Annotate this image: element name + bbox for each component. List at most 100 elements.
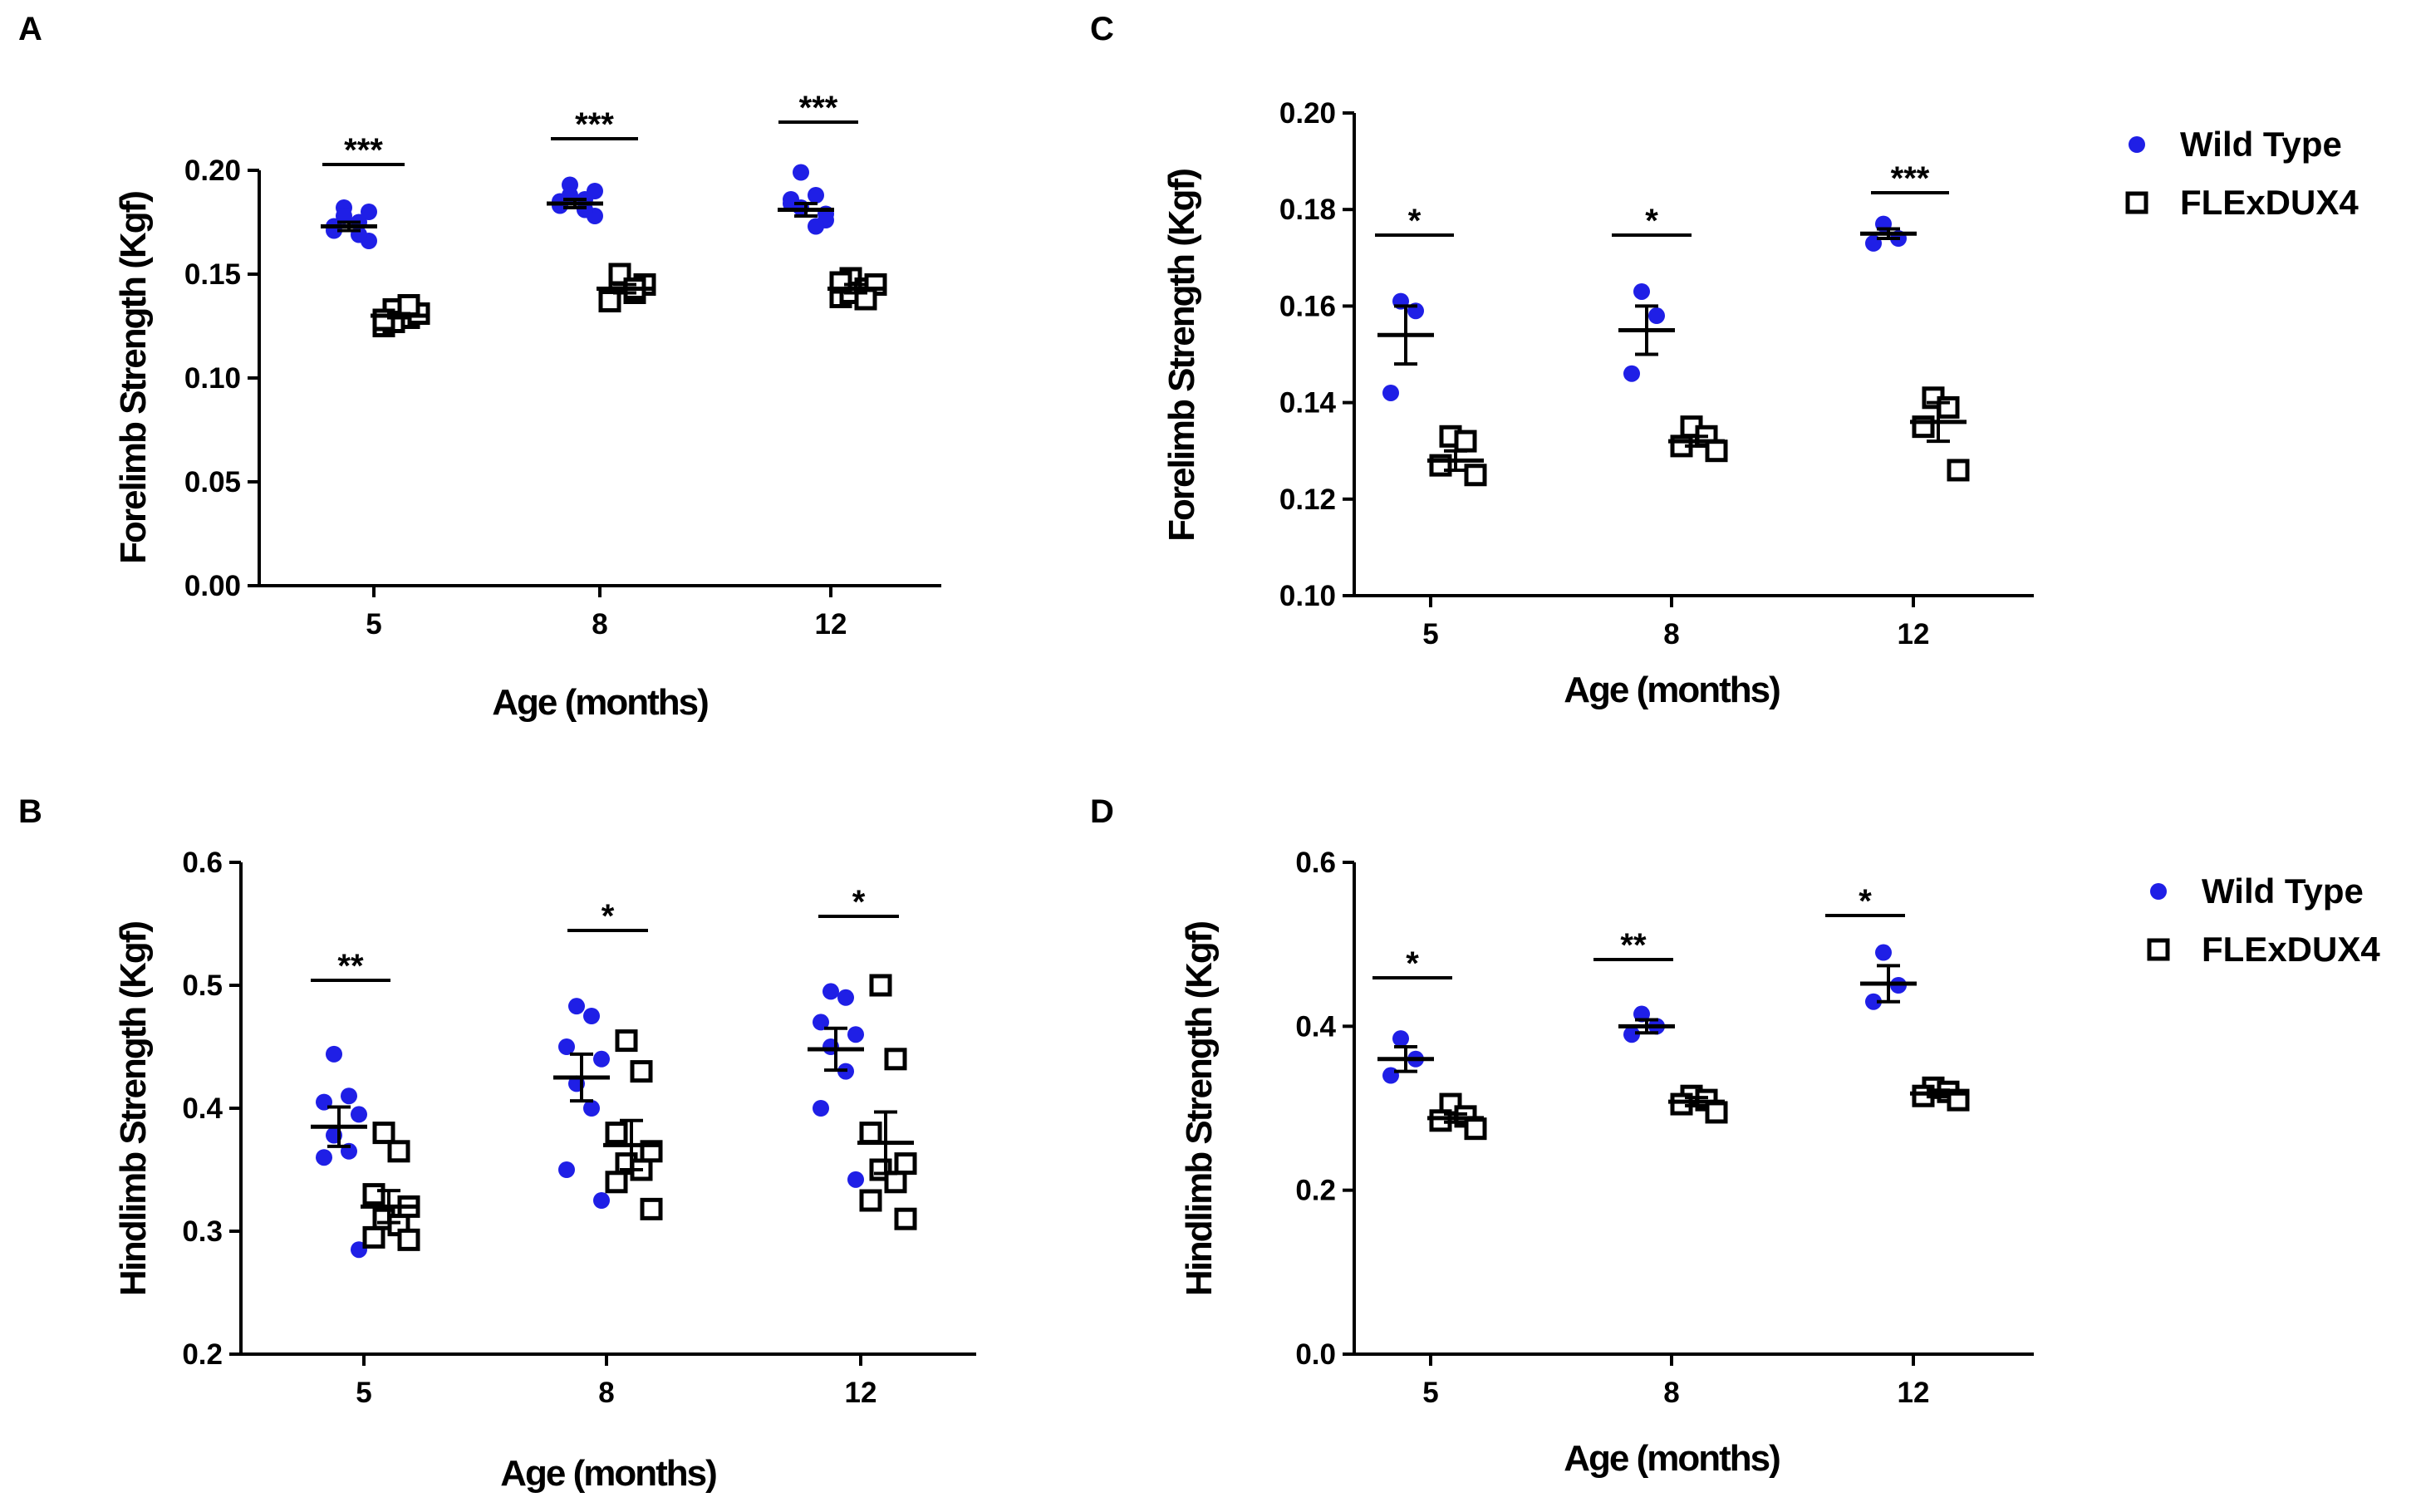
- legend: Wild Type FLExDUX4: [2147, 871, 2380, 969]
- y-tick-label: 0.4: [182, 1092, 223, 1125]
- x-tick-label: 12: [1898, 618, 1930, 650]
- data-point-flexdux4: [605, 1171, 628, 1194]
- significance-label: ***: [344, 132, 383, 169]
- data-point-wild-type: [813, 1100, 829, 1117]
- data-point-wild-type: [558, 1161, 575, 1178]
- significance-label: ***: [1891, 160, 1930, 197]
- legend-label-wild-type: Wild Type: [2202, 871, 2364, 911]
- data-point-wild-type: [847, 1026, 864, 1043]
- x-tick-label: 12: [845, 1377, 877, 1409]
- data-point-wild-type: [1382, 384, 1399, 401]
- x-tick-label: 5: [366, 608, 381, 641]
- data-point-flexdux4: [1454, 430, 1477, 453]
- x-tick-label: 8: [598, 1377, 614, 1409]
- significance-label: ***: [575, 106, 614, 143]
- data-point-wild-type: [822, 983, 839, 1000]
- panel-a: A 0.00 0.05 0.10 0.15 0.20 5 8 12 Age (months) For…: [18, 11, 941, 723]
- significance-label: *: [1645, 203, 1658, 239]
- x-tick-label: 8: [1663, 1377, 1679, 1409]
- data-point-flexdux4: [605, 1122, 628, 1145]
- data-point-wild-type: [1382, 1067, 1399, 1084]
- legend-label-flexdux4: FLExDUX4: [2180, 183, 2359, 222]
- x-tick-label: 5: [1422, 618, 1438, 650]
- y-tick-label: 0.2: [182, 1338, 223, 1371]
- legend-marker-flexdux4: [2147, 938, 2170, 961]
- significance-label: ***: [799, 90, 838, 126]
- data-point-wild-type: [808, 218, 824, 235]
- data-point-flexdux4: [372, 1122, 395, 1145]
- data-point-wild-type: [587, 183, 603, 199]
- y-axis-title: Hindlimb Strength (Kgf): [1179, 922, 1220, 1296]
- significance-label: **: [1620, 927, 1647, 964]
- y-tick-label: 0.2: [1295, 1175, 1336, 1207]
- data-point-wild-type: [813, 1014, 829, 1031]
- x-axis-title: Age (months): [492, 682, 708, 723]
- data-point-wild-type: [341, 1087, 357, 1105]
- y-tick-label: 0.4: [1295, 1010, 1336, 1043]
- data-point-flexdux4: [859, 1122, 882, 1145]
- data-point-flexdux4: [1705, 1101, 1728, 1124]
- data-point-wild-type: [1648, 307, 1665, 325]
- data-point-wild-type: [1865, 993, 1882, 1010]
- x-tick-label: 5: [1422, 1377, 1438, 1409]
- y-axis-title: Hindlimb Strength (Kgf): [113, 922, 154, 1296]
- panel-d: D 0.0 0.2 0.4 0.6 5 8 12 Age (months) Hindlimb St…: [1090, 793, 2380, 1479]
- y-tick-label: 0.18: [1279, 194, 1336, 226]
- y-tick-label: 0.05: [184, 466, 241, 498]
- data-point-flexdux4: [640, 1197, 663, 1220]
- y-tick-label: 0.00: [184, 570, 241, 602]
- y-tick-label: 0.3: [182, 1215, 223, 1248]
- data-point-wild-type: [568, 998, 585, 1015]
- data-point-wild-type: [847, 1171, 864, 1188]
- data-point-wild-type: [336, 208, 352, 224]
- data-point-wild-type: [351, 1106, 367, 1123]
- data-point-flexdux4: [859, 1189, 882, 1212]
- panel-label: A: [18, 11, 42, 47]
- y-tick-label: 0.20: [184, 155, 241, 187]
- panel-label: D: [1090, 793, 1114, 830]
- significance-label: *: [852, 884, 866, 920]
- legend-label-flexdux4: FLExDUX4: [2202, 930, 2380, 969]
- data-point-wild-type: [808, 187, 824, 204]
- data-point-wild-type: [793, 164, 809, 181]
- data-point-flexdux4: [1464, 1117, 1487, 1141]
- y-tick-label: 0.10: [1279, 580, 1336, 612]
- y-tick-label: 0.12: [1279, 484, 1336, 516]
- data-point-wild-type: [1392, 1030, 1409, 1048]
- data-point-wild-type: [837, 989, 854, 1006]
- x-tick-label: 8: [592, 608, 607, 641]
- significance-label: *: [602, 898, 615, 935]
- x-axis-title: Age (months): [1564, 670, 1780, 710]
- data-point-wild-type: [1633, 282, 1650, 300]
- y-tick-label: 0.15: [184, 258, 241, 291]
- data-point-flexdux4: [397, 1228, 420, 1251]
- x-tick-label: 8: [1663, 618, 1679, 650]
- legend: Wild Type FLExDUX4: [2125, 125, 2359, 222]
- data-point-flexdux4: [1464, 464, 1487, 487]
- y-tick-label: 0.16: [1279, 290, 1336, 322]
- data-point-flexdux4: [884, 1171, 907, 1194]
- data-point-wild-type: [593, 1192, 610, 1209]
- x-tick-label: 5: [356, 1377, 371, 1409]
- significance-label: *: [1408, 203, 1422, 239]
- data-point-wild-type: [1623, 1026, 1640, 1043]
- data-point-flexdux4: [362, 1183, 385, 1206]
- significance-label: *: [1406, 945, 1419, 982]
- y-axis-title: Forelimb Strength (Kgf): [1161, 169, 1202, 542]
- data-point-flexdux4: [1947, 459, 1970, 482]
- data-point-flexdux4: [387, 1140, 410, 1163]
- y-tick-label: 0.6: [1295, 847, 1336, 879]
- data-point-wild-type: [583, 1100, 600, 1117]
- data-point-flexdux4: [397, 294, 420, 317]
- data-point-flexdux4: [362, 1225, 385, 1249]
- x-tick-label: 12: [1898, 1377, 1930, 1409]
- y-tick-label: 0.14: [1279, 387, 1337, 420]
- data-point-flexdux4: [598, 290, 621, 312]
- data-point-flexdux4: [1705, 439, 1728, 463]
- legend-marker-wild-type: [2129, 136, 2145, 153]
- significance-label: *: [1859, 883, 1872, 920]
- data-point-wild-type: [593, 1050, 610, 1068]
- data-point-wild-type: [1875, 944, 1892, 961]
- data-point-flexdux4: [615, 1029, 638, 1053]
- data-point-flexdux4: [869, 974, 892, 997]
